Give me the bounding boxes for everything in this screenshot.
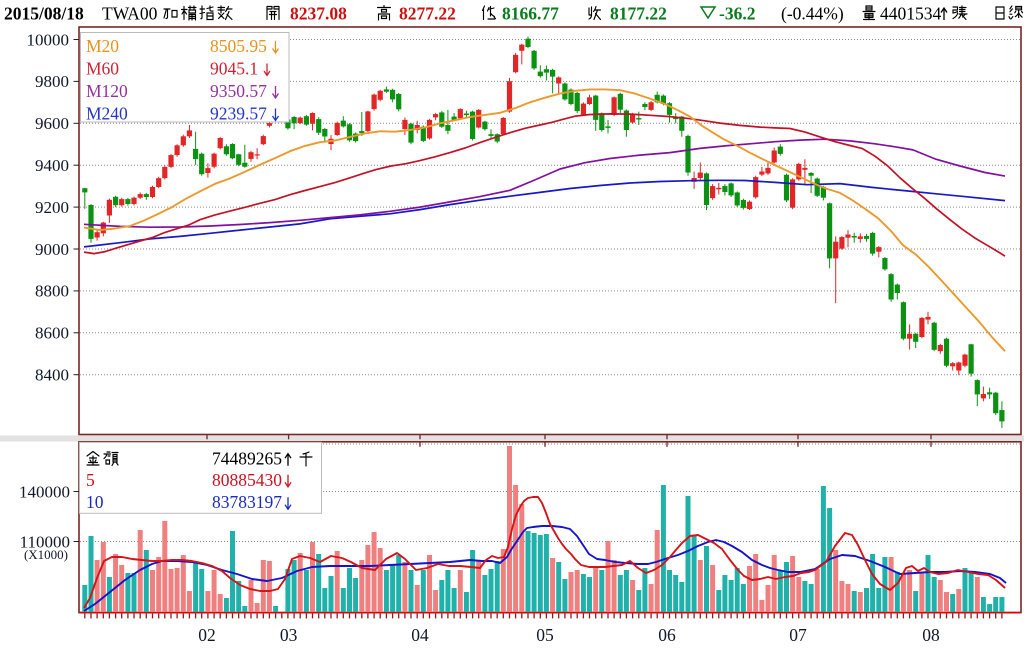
svg-text:9239.57: 9239.57 — [210, 104, 267, 124]
svg-text:10000: 10000 — [27, 30, 70, 49]
svg-text:8600: 8600 — [35, 324, 69, 343]
svg-text:TWA00: TWA00 — [102, 4, 158, 24]
svg-text:8177.22: 8177.22 — [610, 4, 667, 24]
svg-text:5: 5 — [86, 470, 95, 490]
svg-text:(-0.44%): (-0.44%) — [781, 4, 844, 24]
svg-text:10: 10 — [86, 492, 104, 512]
svg-text:M20: M20 — [86, 36, 119, 56]
svg-text:(X1000): (X1000) — [24, 547, 68, 562]
svg-text:8166.77: 8166.77 — [502, 4, 559, 24]
svg-text:9800: 9800 — [35, 72, 69, 91]
svg-text:9200: 9200 — [35, 198, 69, 217]
svg-text:83783197: 83783197 — [212, 492, 282, 512]
svg-text:02: 02 — [198, 625, 216, 645]
svg-text:M120: M120 — [86, 81, 128, 101]
svg-text:8277.22: 8277.22 — [399, 4, 456, 24]
svg-text:08: 08 — [922, 625, 940, 645]
svg-text:05: 05 — [536, 625, 554, 645]
svg-text:9045.1: 9045.1 — [210, 59, 258, 79]
svg-text:4401534: 4401534 — [880, 4, 942, 24]
svg-text:80885430: 80885430 — [212, 470, 282, 490]
svg-text:140000: 140000 — [19, 482, 70, 501]
svg-text:110000: 110000 — [20, 532, 70, 551]
svg-text:03: 03 — [280, 625, 298, 645]
svg-text:07: 07 — [789, 625, 807, 645]
svg-text:M240: M240 — [86, 104, 128, 124]
svg-text:8800: 8800 — [35, 282, 69, 301]
svg-text:8505.95: 8505.95 — [210, 36, 267, 56]
svg-text:06: 06 — [658, 625, 676, 645]
svg-text:9400: 9400 — [35, 156, 69, 175]
svg-text:04: 04 — [411, 625, 429, 645]
svg-text:M60: M60 — [86, 59, 119, 79]
svg-text:8237.08: 8237.08 — [290, 4, 347, 24]
svg-text:2015/08/18: 2015/08/18 — [4, 4, 84, 24]
svg-text:-36.2: -36.2 — [719, 4, 755, 24]
svg-text:74489265: 74489265 — [212, 449, 282, 469]
svg-text:9350.57: 9350.57 — [210, 81, 267, 101]
svg-text:8400: 8400 — [35, 366, 69, 385]
svg-text:9600: 9600 — [35, 114, 69, 133]
svg-text:9000: 9000 — [35, 240, 69, 259]
